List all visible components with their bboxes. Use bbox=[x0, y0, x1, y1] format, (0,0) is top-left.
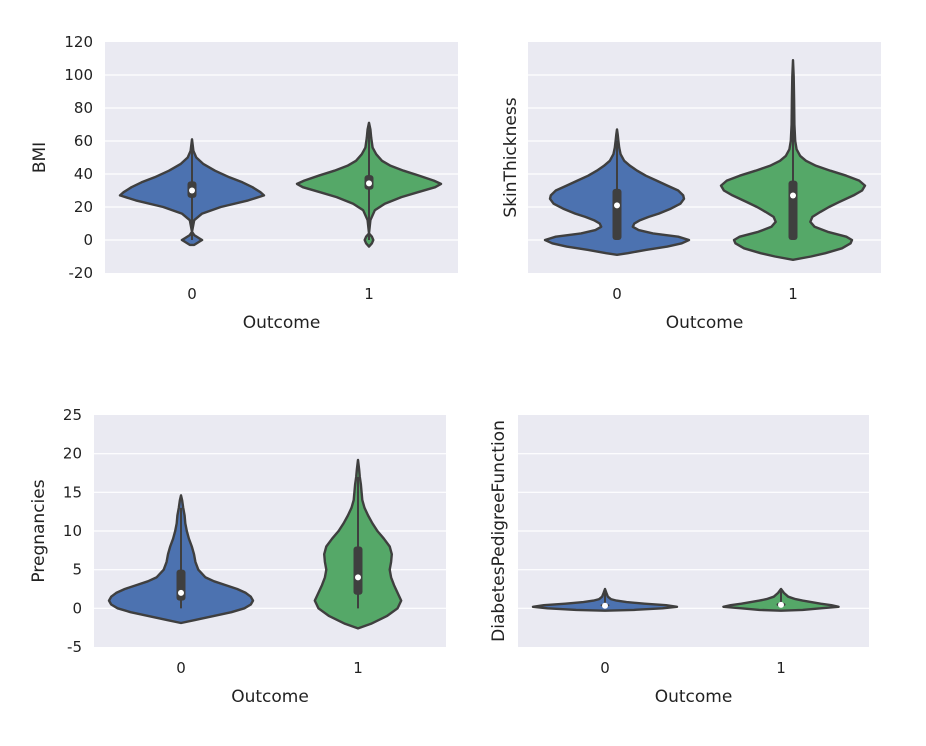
y-tick-label: 20 bbox=[63, 445, 82, 463]
iqr-box bbox=[612, 188, 622, 240]
median-marker bbox=[614, 202, 620, 209]
x-tick-label: 0 bbox=[612, 285, 622, 303]
violin-outcome-1 bbox=[295, 121, 443, 248]
subplot-pregnancies: -5 0 5 10 15 20 25 0 1 Outcome Pregnancies bbox=[29, 406, 446, 707]
x-axis-label: Outcome bbox=[243, 313, 321, 333]
median-marker bbox=[778, 601, 784, 608]
x-tick-label: 1 bbox=[776, 659, 786, 677]
violin-outcome-0 bbox=[118, 138, 266, 247]
y-tick-label: 0 bbox=[72, 599, 82, 617]
y-tick-label: 100 bbox=[64, 66, 93, 84]
violin-outcome-1 bbox=[722, 587, 840, 612]
y-axis-label: BMI bbox=[30, 142, 50, 173]
plot-area bbox=[105, 42, 458, 273]
x-tick-label: 1 bbox=[788, 285, 798, 303]
y-tick-label: 25 bbox=[63, 406, 82, 424]
y-tick-label: 80 bbox=[74, 99, 93, 117]
subplot-diabetespedigreefunction: 0 1 Outcome DiabetesPedigreeFunction bbox=[489, 415, 869, 707]
violin-outcome-1 bbox=[313, 458, 403, 630]
x-axis-label: Outcome bbox=[231, 687, 309, 707]
x-tick-label: 1 bbox=[353, 659, 363, 677]
y-tick-label: 5 bbox=[72, 561, 82, 579]
median-marker bbox=[602, 602, 608, 609]
y-axis-label: DiabetesPedigreeFunction bbox=[489, 420, 509, 642]
median-marker bbox=[366, 180, 372, 187]
violin-outcome-1 bbox=[719, 59, 867, 261]
y-axis-label: Pregnancies bbox=[29, 479, 49, 582]
y-tick-label: 20 bbox=[74, 198, 93, 216]
subplot-skinthickness: 0 1 Outcome SkinThickness bbox=[501, 42, 881, 333]
y-tick-label: 10 bbox=[63, 522, 82, 540]
x-tick-label: 0 bbox=[600, 659, 610, 677]
y-tick-label: 60 bbox=[74, 132, 93, 150]
iqr-box bbox=[176, 569, 186, 601]
y-tick-label: -5 bbox=[67, 638, 82, 656]
subplot-bmi: -20 0 20 40 60 80 100 120 0 1 Outcome BMI bbox=[30, 33, 458, 333]
median-marker bbox=[355, 574, 361, 581]
y-tick-label: 15 bbox=[63, 483, 82, 501]
y-axis-label: SkinThickness bbox=[501, 97, 521, 217]
x-tick-label: 0 bbox=[176, 659, 186, 677]
y-tick-label: -20 bbox=[69, 264, 94, 282]
violin-outcome-0 bbox=[531, 587, 679, 612]
y-tick-label: 40 bbox=[74, 165, 93, 183]
iqr-box bbox=[353, 546, 363, 595]
median-marker bbox=[189, 187, 195, 194]
y-tick-label: 120 bbox=[64, 33, 93, 51]
y-tick-label: 0 bbox=[83, 231, 93, 249]
x-axis-label: Outcome bbox=[666, 313, 744, 333]
iqr-box bbox=[788, 180, 798, 240]
median-marker bbox=[790, 192, 796, 199]
x-tick-label: 0 bbox=[187, 285, 197, 303]
x-axis-label: Outcome bbox=[655, 687, 733, 707]
x-tick-label: 1 bbox=[364, 285, 374, 303]
violin-outcome-0 bbox=[543, 128, 691, 256]
median-marker bbox=[178, 589, 184, 596]
violin-outcome-0 bbox=[107, 494, 255, 625]
